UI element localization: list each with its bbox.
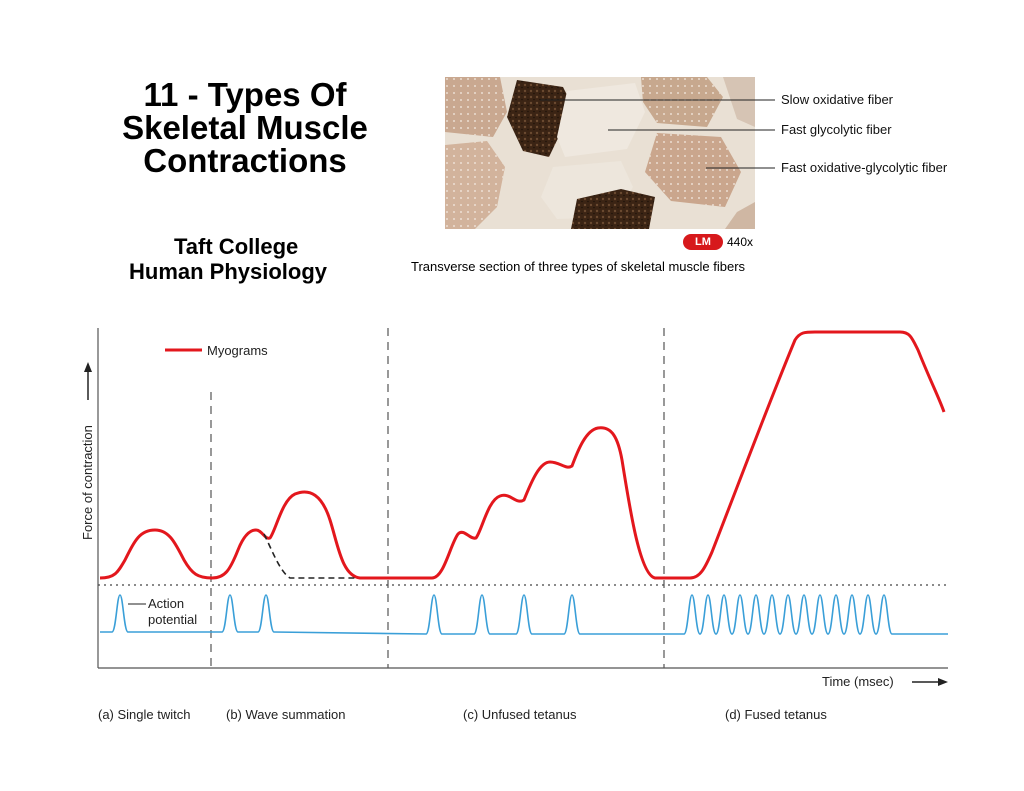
action-potential-trace — [100, 594, 948, 635]
title-line-2: Skeletal Muscle — [122, 109, 368, 146]
magnification: 440x — [727, 235, 754, 249]
x-axis-label: Time (msec) — [822, 674, 894, 689]
muscle-fiber-micrograph — [445, 77, 755, 229]
label-slow-oxidative: Slow oxidative fiber — [781, 92, 893, 107]
y-axis-label: Force of contraction — [80, 425, 95, 540]
decay-dashed-curve — [263, 533, 355, 579]
action-potential-label-1: Action — [148, 596, 184, 611]
label-fast-oxidative-glycolytic: Fast oxidative-glycolytic fiber — [781, 160, 948, 175]
panel-label-fused-tetanus: (d) Fused tetanus — [725, 707, 827, 722]
myogram-curve — [99, 330, 946, 580]
label-fast-glycolytic: Fast glycolytic fiber — [781, 122, 892, 137]
micrograph-image — [445, 77, 755, 229]
x-axis-arrow-icon — [938, 678, 948, 686]
subtitle-college: Taft College — [174, 234, 299, 259]
title-line-3: Contractions — [143, 142, 347, 179]
slide-title: 11 - Types Of Skeletal Muscle Contractio… — [95, 78, 395, 177]
panel-label-single-twitch: (a) Single twitch — [98, 707, 190, 722]
legend-label: Myograms — [207, 343, 268, 358]
panel-label-wave-summation: (b) Wave summation — [226, 707, 345, 722]
lm-badge: LM — [683, 234, 723, 250]
y-axis-arrow-icon — [84, 362, 92, 372]
title-line-1: 11 - Types Of — [143, 76, 347, 113]
action-potential-label-2: potential — [148, 612, 197, 627]
micrograph-caption: Transverse section of three types of ske… — [411, 259, 746, 274]
panel-label-unfused-tetanus: (c) Unfused tetanus — [463, 707, 577, 722]
subtitle-course: Human Physiology — [129, 259, 328, 284]
